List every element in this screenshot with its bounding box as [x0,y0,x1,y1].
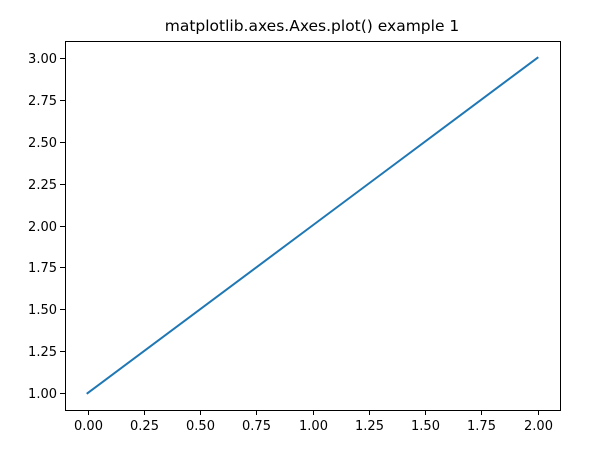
chart-title: matplotlib.axes.Axes.plot() example 1 [165,17,460,35]
x-axis: 0.00 0.25 0.50 0.75 1.00 1.25 1.50 1.75 2.00 [74,410,553,434]
x-tick-label: 1.25 [355,419,384,434]
y-tick-label: 1.50 [28,303,57,318]
x-tick-label: 1.75 [467,419,496,434]
y-tick-label: 3.00 [28,52,57,67]
x-tick-label: 1.00 [299,419,328,434]
series-line-1 [86,56,539,395]
x-tick-label: 0.00 [74,419,103,434]
y-tick-label: 2.00 [28,220,57,235]
x-tick-label: 2.00 [524,419,553,434]
y-tick-label: 2.25 [28,178,57,193]
y-tick-label: 2.50 [28,136,57,151]
x-tick-label: 0.75 [242,419,271,434]
x-tick-label: 1.50 [411,419,440,434]
y-tick-label: 2.75 [28,94,57,109]
x-tick-label: 0.25 [130,419,159,434]
x-tick-label: 0.50 [186,419,215,434]
y-tick-label: 1.25 [28,345,57,360]
y-axis: 1.00 1.25 1.50 1.75 2.00 2.25 2.50 2.75 3.00 [28,52,65,402]
plot-area-frame [65,41,561,411]
series-layer [86,56,539,395]
y-tick-label: 1.75 [28,261,57,276]
y-tick-label: 1.00 [28,387,57,402]
